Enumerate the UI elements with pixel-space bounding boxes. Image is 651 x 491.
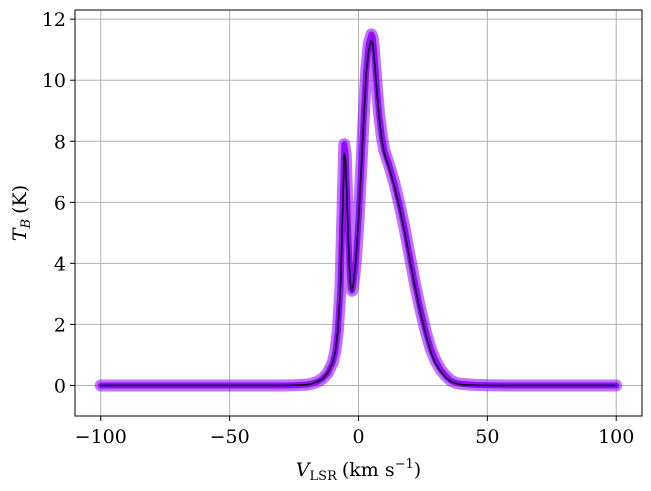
ticks: −100 −50 0 50 100 0 2 4 6 8 10 12 bbox=[42, 9, 635, 448]
observed-spectrum-line bbox=[100, 39, 617, 387]
x-tick-label: 0 bbox=[352, 426, 364, 448]
x-tick-label: 50 bbox=[475, 426, 499, 448]
x-axis-label-unit: (km s bbox=[342, 459, 395, 481]
y-tick-label: 2 bbox=[54, 314, 66, 336]
y-tick-label: 10 bbox=[42, 70, 66, 92]
x-axis-label-unit-close: ) bbox=[414, 459, 421, 481]
y-axis-label: TB (K) bbox=[9, 185, 34, 241]
y-axis-label-unit: (K) bbox=[9, 185, 31, 214]
y-tick-label: 0 bbox=[54, 375, 66, 397]
x-axis-label-unit-exp: −1 bbox=[395, 457, 414, 472]
x-axis-label-subscript: LSR bbox=[310, 469, 339, 484]
x-tick-label: −100 bbox=[75, 426, 127, 448]
x-axis-label: VLSR (km s−1) bbox=[296, 457, 421, 484]
y-axis-label-symbol: T bbox=[9, 227, 31, 241]
y-tick-label: 12 bbox=[42, 9, 66, 31]
x-tick-label: 100 bbox=[598, 426, 634, 448]
series-layer bbox=[94, 28, 623, 392]
y-axis-label-subscript: B bbox=[19, 219, 34, 230]
x-axis-label-symbol: V bbox=[296, 459, 312, 481]
y-tick-label: 6 bbox=[54, 192, 66, 214]
y-tick-label: 4 bbox=[54, 253, 66, 275]
x-tick-label: −50 bbox=[210, 426, 250, 448]
y-tick-label: 8 bbox=[54, 131, 66, 153]
